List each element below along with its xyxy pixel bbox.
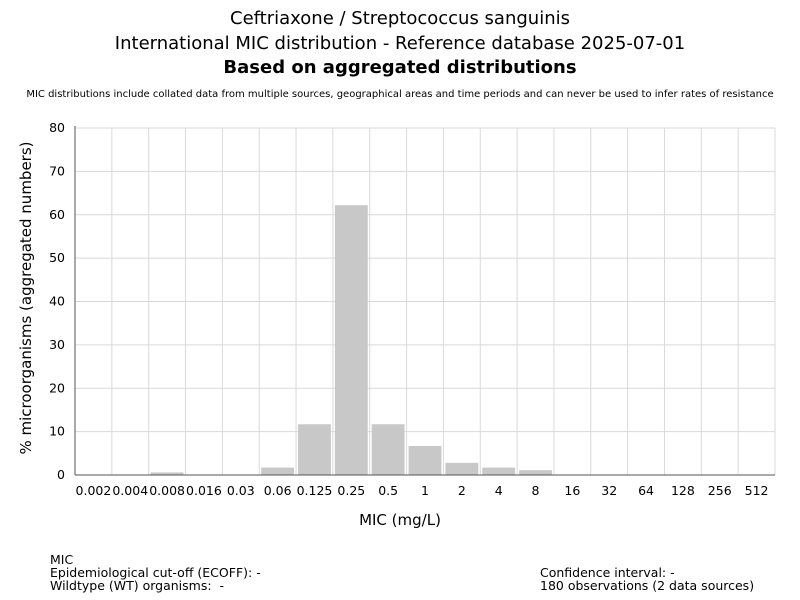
x-axis-label: MIC (mg/L) <box>359 511 441 529</box>
bar-4 <box>482 467 516 475</box>
x-tick-label: 0.03 <box>227 483 255 498</box>
y-tick-label: 60 <box>49 207 65 222</box>
bar-0.125 <box>298 424 331 475</box>
bar-8 <box>519 470 552 475</box>
axes <box>74 126 775 476</box>
y-tick-label: 80 <box>49 120 65 135</box>
bar-0.25 <box>334 205 368 475</box>
y-tick-label: 10 <box>49 424 65 439</box>
y-tick-label: 70 <box>49 163 65 178</box>
footer-mic-label: MIC <box>50 552 74 567</box>
y-tick-label: 50 <box>49 250 65 265</box>
y-tick-label: 0 <box>57 467 65 482</box>
y-axis-label: % microorganisms (aggregated numbers) <box>17 141 35 454</box>
bar-2 <box>445 462 479 475</box>
footer-right: Confidence interval: - 180 observations … <box>540 566 754 592</box>
x-tick-label: 128 <box>671 483 695 498</box>
footer-left: MIC Epidemiological cut-off (ECOFF): - W… <box>50 553 261 592</box>
bar-1 <box>408 445 442 475</box>
bar-0.008 <box>150 472 184 475</box>
x-tick-label: 16 <box>564 483 580 498</box>
x-tick-label: 0.016 <box>186 483 222 498</box>
chart-subtitle: International MIC distribution - Referen… <box>114 33 686 54</box>
footer-observations: 180 observations (2 data sources) <box>540 578 755 593</box>
chart-subtitle-bold: Based on aggregated distributions <box>223 57 577 78</box>
x-tick-label: 0.125 <box>297 483 333 498</box>
chart-title: Ceftriaxone / Streptococcus sanguinis <box>230 8 570 29</box>
footer-confidence: Confidence interval: - <box>540 565 675 580</box>
x-tick-label: 512 <box>745 483 769 498</box>
x-tick-label: 8 <box>532 483 540 498</box>
x-tick-label: 0.008 <box>149 483 185 498</box>
x-tick-label: 4 <box>495 483 503 498</box>
y-tick-label: 20 <box>49 380 65 395</box>
x-tick-label: 2 <box>458 483 466 498</box>
y-tick-labels: 0 10 20 30 40 50 60 70 80 <box>49 120 65 482</box>
bar-0.06 <box>261 467 295 475</box>
bars <box>150 205 552 475</box>
footer-ecoff: Epidemiological cut-off (ECOFF): - <box>50 565 261 580</box>
x-tick-labels: 0.002 0.004 0.008 0.016 0.03 0.06 0.125 0.25 0.5… <box>76 483 769 498</box>
footer-wildtype: Wildtype (WT) organisms: - <box>50 578 225 593</box>
x-tick-label: 1 <box>421 483 429 498</box>
x-tick-label: 64 <box>638 483 654 498</box>
x-tick-label: 0.25 <box>337 483 365 498</box>
y-tick-label: 30 <box>49 337 65 352</box>
y-tick-label: 40 <box>49 294 65 309</box>
disclaimer-text: MIC distributions include collated data … <box>26 89 774 100</box>
grid-lines <box>74 127 776 476</box>
x-tick-label: 32 <box>601 483 617 498</box>
x-tick-label: 0.06 <box>264 483 292 498</box>
bar-0.5 <box>371 424 405 475</box>
x-tick-label: 0.002 <box>76 483 112 498</box>
x-tick-label: 256 <box>708 483 732 498</box>
x-tick-label: 0.004 <box>112 483 148 498</box>
x-tick-label: 0.5 <box>378 483 398 498</box>
